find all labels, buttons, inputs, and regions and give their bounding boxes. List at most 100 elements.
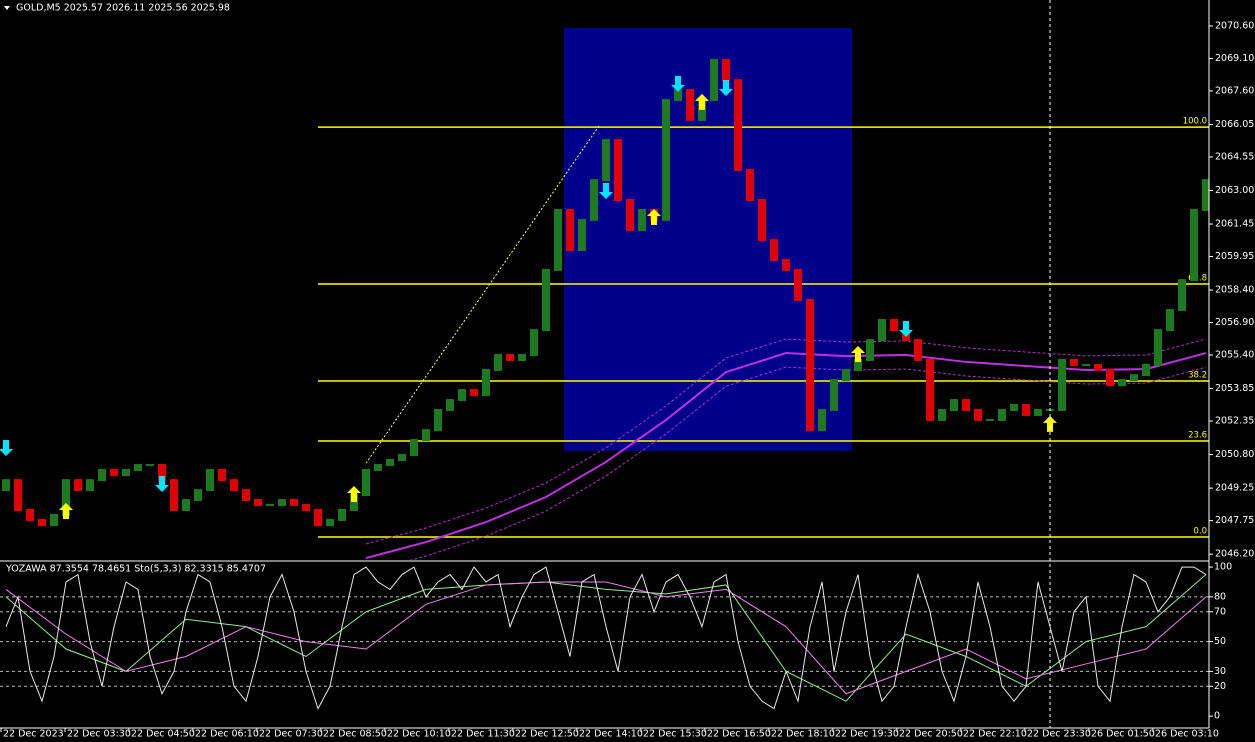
buy-arrow — [59, 502, 73, 519]
price-bar — [2, 479, 10, 492]
osc-tick-label: 30 — [1214, 666, 1226, 677]
price-bar — [890, 318, 898, 332]
stochastic-fast-line — [5, 566, 1207, 710]
sell-arrow — [671, 75, 685, 92]
price-bar — [1082, 363, 1090, 366]
price-bar — [338, 508, 346, 521]
price-bar — [710, 58, 718, 102]
y-tick-label: 2066.05 — [1215, 119, 1254, 130]
osc-tick-label: 0 — [1214, 711, 1220, 722]
price-bar — [506, 354, 514, 361]
price-bar — [1034, 408, 1042, 416]
x-tick-label: 22 Dec 19:30 — [835, 729, 899, 740]
price-bar — [866, 339, 874, 361]
x-tick-label: 22 Dec 06:10 — [195, 729, 259, 740]
price-bar — [578, 218, 586, 252]
price-bar — [470, 389, 478, 397]
price-bar — [602, 139, 610, 182]
price-bar — [854, 358, 862, 371]
price-bar — [542, 268, 550, 332]
osc-tick-label: 20 — [1214, 681, 1226, 692]
y-tick-label: 2064.55 — [1215, 151, 1254, 162]
price-bar — [674, 89, 682, 102]
price-bar — [878, 318, 886, 342]
price-bar — [146, 463, 154, 466]
x-tick-label: 22 Dec 11:30 — [451, 729, 515, 740]
x-tick-label: 22 Dec 14:10 — [579, 729, 643, 740]
price-bar — [458, 389, 466, 402]
price-bar — [1178, 279, 1186, 311]
x-tick-label: 26 Dec 01:50 — [1091, 729, 1155, 740]
y-tick-label: 2058.40 — [1215, 285, 1254, 296]
price-bar — [530, 329, 538, 357]
price-panel: 100.061.838.223.60.0 — [0, 27, 1209, 560]
y-tick-label: 2056.90 — [1215, 317, 1254, 328]
price-bar — [986, 418, 994, 421]
price-bar — [722, 58, 730, 82]
price-bar — [818, 408, 826, 432]
y-tick-label: 2046.20 — [1215, 549, 1254, 560]
x-tick-label: 26 Dec 03:10 — [1155, 729, 1219, 740]
y-tick-label: 2070.60 — [1215, 20, 1254, 31]
moving-average — [365, 338, 1207, 545]
price-bar — [254, 499, 262, 507]
x-tick-label: 22 Dec 22:10 — [963, 729, 1027, 740]
price-bar — [938, 408, 946, 421]
price-bar — [446, 399, 454, 411]
y-tick-label: 2069.10 — [1215, 53, 1254, 64]
price-bar — [182, 499, 190, 511]
price-bar — [434, 408, 442, 432]
price-bar — [386, 458, 394, 466]
price-bar — [614, 139, 622, 202]
x-tick-label: 22 Dec 07:30 — [259, 729, 323, 740]
price-bar — [398, 454, 406, 461]
price-bar — [410, 439, 418, 457]
price-bar — [362, 468, 370, 497]
price-bar — [830, 379, 838, 411]
price-bar — [14, 479, 22, 511]
chart-title: GOLD,M5 2025.57 2026.11 2025.56 2025.98 — [16, 3, 230, 14]
stochastic-slow-line — [5, 581, 1207, 695]
price-bar — [974, 408, 982, 421]
price-bar — [962, 399, 970, 411]
y-tick-label: 2059.95 — [1215, 251, 1254, 262]
price-bar — [734, 79, 742, 171]
price-bar — [1190, 208, 1198, 282]
price-bar — [98, 468, 106, 482]
price-bar — [1130, 374, 1138, 382]
price-bar — [1010, 404, 1018, 411]
x-tick-label: 22 Dec 10:10 — [387, 729, 451, 740]
osc-tick-label: 50 — [1214, 636, 1226, 647]
price-bar — [1094, 363, 1102, 371]
price-bar — [38, 518, 46, 527]
price-bar — [278, 499, 286, 507]
price-bar — [134, 463, 142, 471]
oscillator-title: YOZAWA 87.3554 78.4651 Sto(5,3,3) 82.331… — [5, 564, 266, 575]
x-tick-label: 22 Dec 20:50 — [899, 729, 963, 740]
price-bar — [422, 429, 430, 442]
price-bar — [482, 368, 490, 397]
price-bar — [230, 479, 238, 492]
price-bar — [926, 358, 934, 421]
price-bar — [1154, 329, 1162, 366]
y-tick-label: 2047.75 — [1215, 515, 1254, 526]
price-bar — [290, 499, 298, 507]
y-tick-label: 2067.60 — [1215, 85, 1254, 96]
price-bar — [770, 239, 778, 261]
price-bar — [110, 468, 118, 477]
y-tick-label: 2053.85 — [1215, 383, 1254, 394]
y-tick-label: 2050.80 — [1215, 449, 1254, 460]
fib-level-label: 0.0 — [1193, 527, 1207, 537]
price-bar — [170, 479, 178, 511]
price-bar — [686, 89, 694, 121]
price-bar — [626, 199, 634, 232]
y-tick-label: 2052.35 — [1215, 416, 1254, 427]
price-bar — [326, 518, 334, 527]
x-tick-label: 22 Dec 12:50 — [515, 729, 579, 740]
price-bar — [782, 258, 790, 271]
stochastic-slow-line — [5, 574, 1207, 702]
buy-arrow — [647, 208, 661, 225]
price-bar — [194, 489, 202, 502]
price-bar — [758, 199, 766, 242]
price-bar — [26, 508, 34, 521]
